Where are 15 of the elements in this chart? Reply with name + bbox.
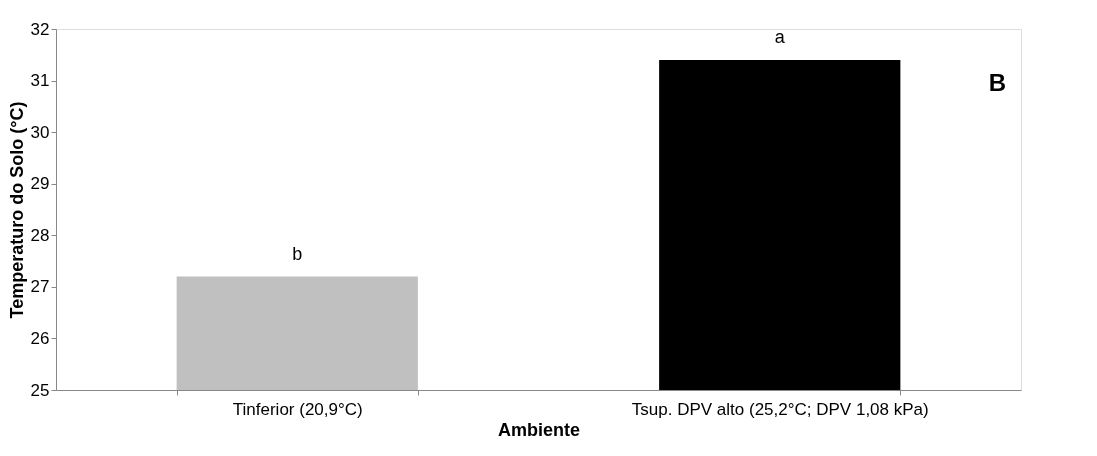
y-axis-title: Temperaturo do Solo (°C) [6, 101, 27, 319]
y-tick-label: 25 [30, 380, 50, 400]
annotation: B [988, 69, 1006, 96]
annotation: a [774, 26, 786, 47]
y-tick-label: 29 [30, 174, 50, 194]
y-tick-label: 32 [30, 19, 50, 39]
y-tick-label: 30 [30, 122, 50, 142]
y-tick-label: 27 [30, 277, 50, 297]
x-tick-label: Tsup. DPV alto (25,2°C; DPV 1,08 kPa) [631, 399, 929, 419]
x-tick-label: Tinferior (20,9°C) [232, 399, 363, 419]
y-tick-label: 28 [30, 225, 50, 245]
x-axis-title: Ambiente [497, 419, 581, 440]
y-tick-label: 31 [30, 71, 50, 91]
annotation: b [292, 243, 303, 264]
y-tick-label: 26 [30, 328, 50, 348]
